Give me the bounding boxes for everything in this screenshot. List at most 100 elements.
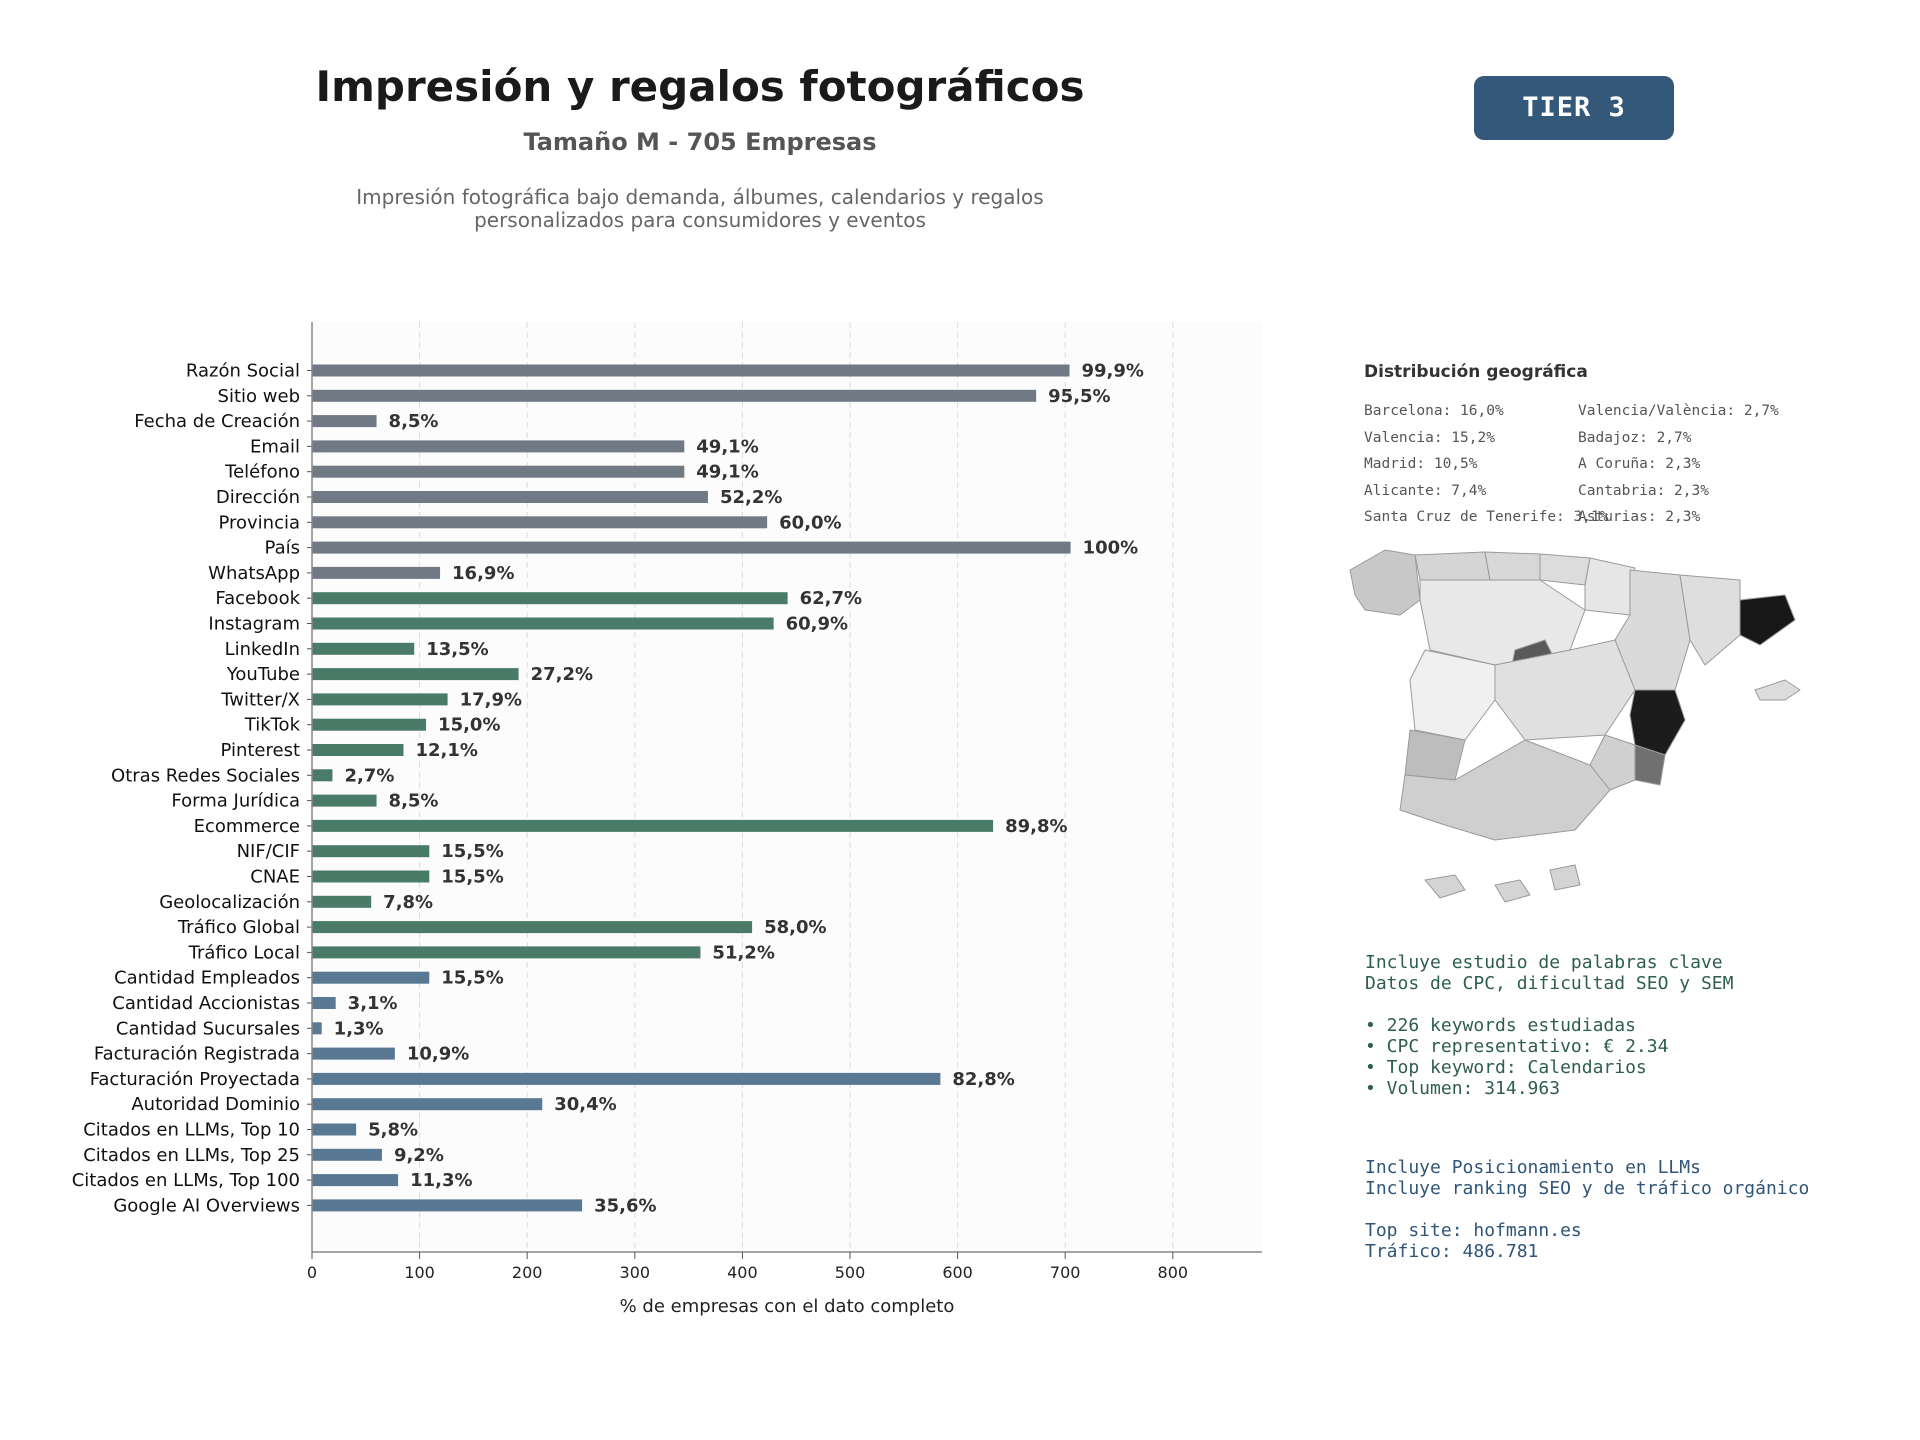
- category-label: Citados en LLMs, Top 100: [72, 1170, 300, 1191]
- map-region-extremadura: [1409, 649, 1496, 741]
- llm-line-2: Incluye ranking SEO y de tráfico orgánic…: [1365, 1178, 1810, 1199]
- map-region-navarra: [1584, 557, 1636, 616]
- category-label: Facturación Proyectada: [90, 1069, 300, 1090]
- value-label: 1,3%: [334, 1018, 384, 1039]
- keywords-bullet: • Top keyword: Calendarios: [1365, 1057, 1647, 1078]
- value-label: 11,3%: [410, 1170, 472, 1191]
- value-label: 10,9%: [407, 1044, 469, 1065]
- value-label: 15,5%: [441, 841, 503, 862]
- bar: [312, 971, 430, 984]
- x-tick-label: 300: [620, 1263, 651, 1282]
- value-label: 49,1%: [696, 436, 758, 457]
- category-label: Pinterest: [220, 740, 300, 761]
- value-label: 51,2%: [712, 942, 774, 963]
- bar: [312, 870, 430, 883]
- map-region-canary: [1424, 864, 1581, 903]
- geo-item: Barcelona: 16,0%: [1364, 403, 1504, 419]
- x-axis-label: % de empresas con el dato completo: [620, 1296, 955, 1317]
- category-labels: Razón Social Sitio web Fecha de Creación Em…: [72, 361, 312, 1216]
- category-label: Citados en LLMs, Top 10: [83, 1120, 300, 1141]
- bar: [312, 668, 519, 681]
- category-label: Instagram: [208, 614, 300, 635]
- geo-item: A Coruña: 2,3%: [1578, 456, 1701, 472]
- value-label: 8,5%: [389, 791, 439, 812]
- map-region-castilla-mancha: [1494, 639, 1636, 741]
- geo-list-right: Valencia/València: 2,7% Badajoz: 2,7% A …: [1578, 398, 1779, 531]
- geo-title: Distribución geográfica: [1364, 362, 1588, 382]
- map-region-galicia: [1349, 549, 1421, 616]
- x-tick-label: 500: [835, 1263, 866, 1282]
- map-region-cantabria: [1484, 551, 1541, 581]
- bar: [312, 1047, 395, 1060]
- map-region-catalonia: [1679, 574, 1741, 666]
- keywords-bullet: • CPC representativo: € 2.34: [1365, 1036, 1669, 1057]
- value-label: 30,4%: [554, 1094, 616, 1115]
- keywords-bullet: • 226 keywords estudiadas: [1365, 1015, 1636, 1036]
- value-label: 82,8%: [952, 1069, 1014, 1090]
- category-label: Cantidad Sucursales: [116, 1018, 300, 1039]
- category-label: Facturación Registrada: [94, 1044, 300, 1065]
- completeness-bar-chart: Razón Social Sitio web Fecha de Creación Em…: [72, 322, 1262, 1317]
- x-tick-label: 400: [727, 1263, 758, 1282]
- value-label: 15,5%: [441, 867, 503, 888]
- category-label: Cantidad Accionistas: [112, 993, 300, 1014]
- value-label: 15,0%: [438, 715, 500, 736]
- value-label: 62,7%: [800, 588, 862, 609]
- category-label: Sitio web: [218, 386, 300, 407]
- bar: [312, 364, 1070, 377]
- map-region-balearic: [1754, 679, 1801, 701]
- x-tick-label: 200: [512, 1263, 543, 1282]
- spacer: [1365, 994, 1733, 1015]
- value-label: 16,9%: [452, 563, 514, 584]
- geo-item: Santa Cruz de Tenerife: 3,1%: [1364, 509, 1609, 525]
- geo-item: Cantabria: 2,3%: [1578, 482, 1709, 499]
- value-label: 99,9%: [1082, 361, 1144, 382]
- bar: [312, 693, 448, 706]
- bar: [312, 744, 404, 756]
- value-label: 100%: [1083, 538, 1139, 559]
- category-label: Tráfico Global: [177, 917, 300, 938]
- bar: [312, 415, 377, 428]
- value-label: 8,5%: [389, 411, 439, 432]
- llm-info: Incluye Posicionamiento en LLMs Incluye …: [1365, 1157, 1809, 1262]
- map-region-murcia: [1589, 734, 1636, 791]
- bar: [312, 617, 774, 630]
- value-label: 60,0%: [779, 512, 841, 533]
- category-label: Facebook: [215, 588, 300, 609]
- bar: [312, 541, 1071, 554]
- x-tick-label: 0: [307, 1263, 317, 1282]
- keywords-line-1: Incluye estudio de palabras clave: [1365, 952, 1723, 973]
- geo-item: Valencia: 15,2%: [1364, 429, 1495, 446]
- bar: [312, 389, 1037, 402]
- bar: [312, 440, 685, 453]
- value-label: 58,0%: [764, 917, 826, 938]
- category-label: Google AI Overviews: [113, 1195, 300, 1216]
- bar: [312, 1098, 543, 1111]
- category-label: TikTok: [244, 715, 301, 736]
- bar: [312, 769, 333, 782]
- page-title: Impresión y regalos fotográficos: [315, 62, 1085, 111]
- value-label: 5,8%: [368, 1120, 418, 1141]
- bar: [312, 997, 336, 1009]
- value-label: 2,7%: [344, 765, 394, 786]
- value-label: 3,1%: [348, 993, 398, 1014]
- value-label: 95,5%: [1048, 386, 1110, 407]
- map-region-andalucia: [1399, 739, 1611, 841]
- bar: [312, 1199, 583, 1212]
- bar: [312, 718, 427, 731]
- x-tick-label: 600: [942, 1263, 973, 1282]
- category-label: Forma Jurídica: [171, 791, 300, 812]
- bar: [312, 895, 372, 908]
- geo-list-left: Barcelona: 16,0% Valencia: 15,2% Madrid:…: [1364, 398, 1608, 531]
- bar: [312, 794, 377, 807]
- bar: [312, 1174, 399, 1187]
- map-region-barcelona: [1739, 594, 1796, 646]
- value-label: 9,2%: [394, 1145, 444, 1166]
- value-label: 35,6%: [594, 1195, 656, 1216]
- category-label: Citados en LLMs, Top 25: [83, 1145, 300, 1166]
- value-labels: 99,9% 95,5% 8,5% 49,1% 49,1% 52,2% 60,0% 100% 16…: [334, 361, 1144, 1217]
- bar: [312, 1148, 382, 1161]
- geo-item: Badajoz: 2,7%: [1578, 429, 1692, 446]
- value-label: 49,1%: [696, 462, 758, 483]
- category-label: CNAE: [250, 867, 300, 888]
